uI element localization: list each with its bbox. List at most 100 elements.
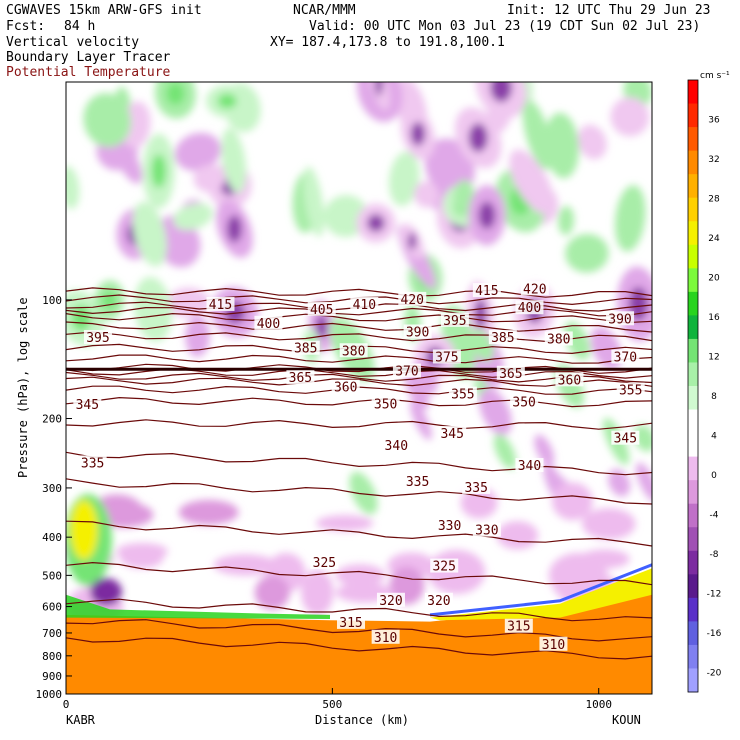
colorbar-swatch (688, 386, 698, 411)
theta-contour (66, 619, 652, 642)
plot-frame (65, 81, 653, 695)
colorbar-swatch (688, 621, 698, 646)
theta-label: 330 (438, 519, 461, 534)
velocity-cell (315, 515, 374, 532)
colorbar-swatch (688, 480, 698, 505)
colorbar-swatch (688, 103, 698, 128)
velocity-core (315, 314, 328, 339)
theta-label-bg (472, 522, 501, 537)
colorbar-swatch (688, 221, 698, 246)
theta-label: 345 (614, 432, 637, 447)
theta-contour (66, 598, 652, 622)
theta-label-bg (371, 396, 400, 411)
theta-label: 345 (76, 398, 99, 413)
theta-label: 390 (608, 312, 631, 327)
colorbar-swatch (688, 197, 698, 222)
theta-label-bg (448, 386, 477, 401)
theta-label: 375 (435, 350, 458, 365)
theta-label: 400 (518, 301, 541, 316)
colorbar-swatch (688, 127, 698, 152)
velocity-cell (83, 93, 132, 148)
colorbar-swatch (688, 527, 698, 552)
x-tick-label: 500 (322, 698, 342, 711)
theta-label: 395 (443, 314, 466, 329)
colorbar-swatch (688, 268, 698, 293)
colorbar-label: 24 (708, 234, 720, 244)
field-potential-temperature: Potential Temperature (6, 65, 171, 80)
theta-label-bg (331, 379, 360, 394)
potential-temperature-labels: 420 420 415 415 410 405 400 400 395 395 390 390 385 3… (73, 281, 645, 653)
theta-contour (66, 561, 652, 586)
center-label: NCAR/MMM (293, 3, 356, 18)
field-boundary-layer-tracer: Boundary Layer Tracer (6, 50, 171, 65)
theta-contour (66, 451, 652, 476)
theta-label-bg (510, 394, 539, 409)
theta-label: 420 (523, 282, 546, 297)
x-axis-label: Distance (km) (315, 713, 409, 727)
theta-label: 380 (342, 344, 365, 359)
velocity-cell (303, 166, 325, 237)
velocity-cell (496, 521, 539, 550)
theta-label: 420 (401, 293, 424, 308)
theta-label: 395 (86, 331, 109, 346)
velocity-cell (173, 203, 213, 231)
theta-label: 350 (374, 397, 397, 412)
colorbar-swatch (688, 433, 698, 458)
velocity-cell (635, 462, 652, 502)
theta-contour (66, 306, 652, 317)
theta-contour (66, 312, 652, 324)
theta-label-bg (488, 330, 517, 345)
theta-label-bg (611, 430, 640, 445)
velocity-cell (335, 564, 386, 586)
x-start-station: KABR (66, 713, 95, 727)
y-tick-label: 1000 (36, 688, 63, 701)
forecast-label: Fcst: (6, 19, 46, 34)
velocity-cell (413, 181, 439, 208)
theta-contour (66, 376, 652, 387)
colorbar-label: 20 (708, 273, 720, 283)
colorbar-label: 4 (711, 431, 717, 441)
velocity-cell (564, 321, 591, 360)
theta-label-bg (376, 592, 405, 607)
theta-label-bg (435, 518, 464, 533)
y-tick-label: 800 (42, 650, 62, 663)
theta-label-bg (430, 558, 459, 573)
theta-label-bg (307, 301, 336, 316)
y-tick-label: 900 (42, 670, 62, 683)
theta-label-bg (432, 349, 461, 364)
y-axis-label: Pressure (hPa), log scale (16, 297, 30, 478)
velocity-cell (522, 100, 553, 170)
y-tick-label: 600 (42, 601, 62, 614)
velocity-cell (608, 469, 631, 497)
theta-label: 310 (374, 631, 397, 646)
velocity-cell (185, 316, 210, 357)
colorbar-swatch (688, 550, 698, 575)
colorbar-swatch (688, 362, 698, 387)
velocity-core (490, 82, 512, 103)
theta-label: 335 (406, 475, 429, 490)
theta-label-bg (339, 343, 368, 358)
model-title: CGWAVES 15km ARW-GFS init (6, 3, 202, 18)
theta-label: 405 (310, 303, 333, 318)
x-tick-label: 1000 (585, 698, 612, 711)
velocity-cell (610, 97, 650, 137)
velocity-core (410, 122, 426, 146)
theta-label-bg (403, 474, 432, 489)
velocity-cell (453, 180, 475, 215)
colorbar-label: 0 (711, 471, 717, 481)
theta-label-bg (606, 311, 635, 326)
colorbar-label: -12 (707, 589, 722, 599)
velocity-core (375, 82, 383, 96)
theta-label: 365 (499, 367, 522, 382)
theta-label-bg (254, 315, 283, 330)
theta-label: 310 (542, 638, 565, 653)
velocity-core (407, 232, 417, 250)
theta-label: 385 (294, 342, 317, 357)
cross-section-endpoints: XY= 187.4,173.8 to 191.8,100.1 (270, 35, 505, 50)
colorbar-swatch (688, 150, 698, 175)
theta-contour (66, 396, 652, 408)
colorbar-label: -4 (710, 510, 719, 520)
theta-label-bg (611, 349, 640, 364)
x-tick-label: 0 (63, 698, 70, 711)
theta-label-bg (544, 331, 573, 346)
